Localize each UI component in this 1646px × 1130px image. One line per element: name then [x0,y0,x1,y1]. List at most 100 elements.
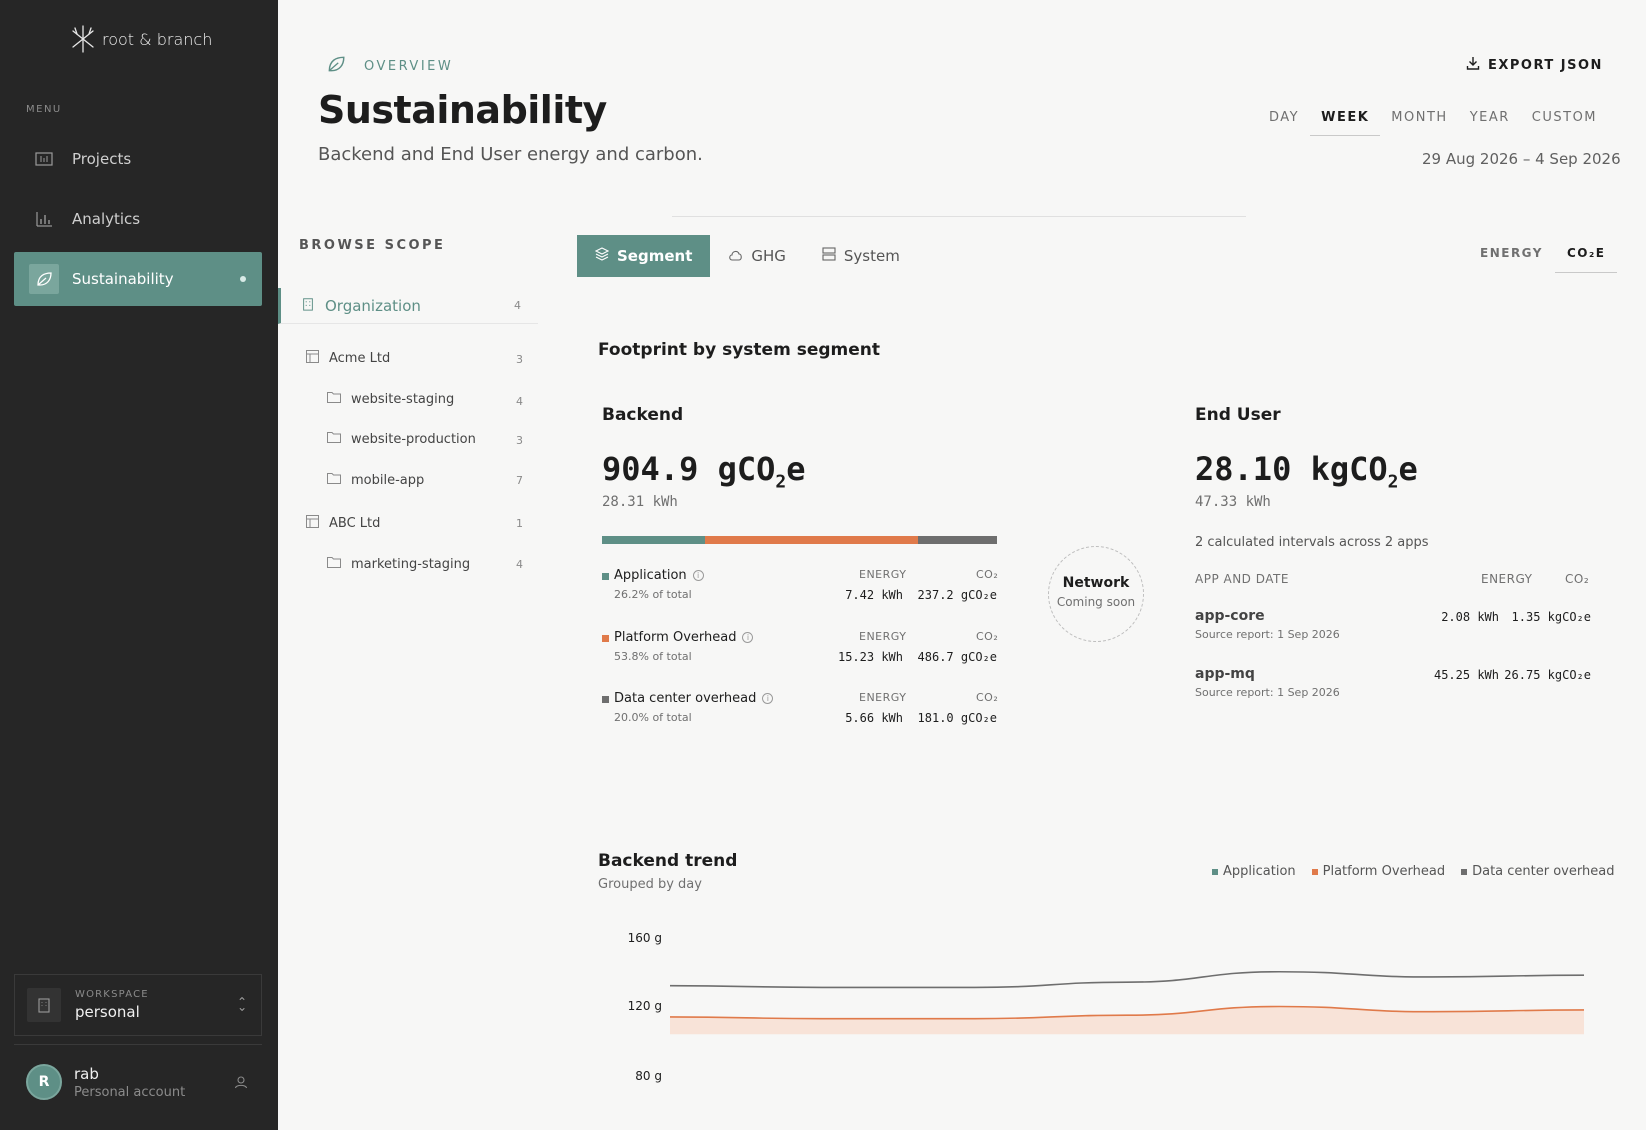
leaf-icon [326,54,346,78]
user-icon[interactable] [234,1074,248,1093]
page-subtitle: Backend and End User energy and carbon. [318,144,703,165]
scope-title: BROWSE SCOPE [299,238,446,253]
projects-icon [34,149,54,169]
component-energy: 15.23 kWh [837,650,903,664]
tab-label: GHG [751,247,786,265]
page-title: Sustainability [318,88,607,132]
sidebar-item-sustainability[interactable]: Sustainability [14,252,262,306]
metric-toggle: ENERGY CO₂E [1468,240,1618,273]
col-co2: CO₂ [1565,572,1590,586]
share-bar-segment [602,536,706,544]
scope-count: 4 [516,395,523,408]
scope-company-acme[interactable]: Acme Ltd [306,350,390,367]
download-icon [1466,56,1480,74]
table-row[interactable]: app-mq Source report: 1 Sep 2026 45.25 k… [1195,666,1591,706]
user-account[interactable]: R rab Personal account [26,1064,185,1100]
end-user-value-number: 28.10 [1195,450,1292,488]
export-json-button[interactable]: EXPORT JSON [1466,56,1603,74]
scope-count: 4 [516,558,523,571]
metric-energy[interactable]: ENERGY [1480,246,1543,260]
network-placeholder: Network Coming soon [1048,546,1144,642]
legend-swatch [1461,868,1468,875]
tab-day[interactable]: DAY [1269,110,1300,125]
table-row[interactable]: app-core Source report: 1 Sep 2026 2.08 … [1195,608,1591,648]
share-bar-segment [705,536,918,544]
scope-count: 3 [516,353,523,366]
building-icon [301,297,315,315]
component-co2: 237.2 gCO₂e [917,588,997,602]
y-tick-label: 160 g [627,931,662,945]
tab-segment[interactable]: Segment [577,235,711,277]
info-icon[interactable]: i [742,632,754,643]
sidebar-item-analytics[interactable]: Analytics [14,192,262,246]
folder-icon [327,391,341,407]
tab-month[interactable]: MONTH [1391,110,1448,125]
app-co2: 1.35 kgCO₂e [1511,610,1591,624]
legend-swatch [1212,868,1218,875]
tab-system[interactable]: System [804,235,918,277]
backend-value-number: 904.9 [602,450,699,488]
series-area-platform-overhead [670,1006,1584,1035]
metric-co2e[interactable]: CO₂E [1554,240,1618,273]
user-subtitle: Personal account [74,1084,186,1100]
component-name-text: Platform Overhead [614,630,737,645]
legend-label: Application [1223,864,1296,879]
legend-label: Data center overhead [1472,864,1615,879]
scope-label: ABC Ltd [329,516,381,531]
backend-co2-value: 904.9 gCO2e [602,450,806,492]
scope-company-abc[interactable]: ABC Ltd [306,515,380,532]
series-line-platform-overhead [670,1005,1584,1020]
info-icon[interactable]: i [692,570,704,581]
export-label: EXPORT JSON [1488,57,1603,73]
scope-label: Organization [325,296,421,315]
app-name: app-mq [1195,666,1255,682]
legend-item: Application [1212,864,1296,879]
tab-week[interactable]: WEEK [1310,108,1381,136]
sidebar-item-label: Analytics [72,210,141,228]
eyebrow-label: OVERVIEW [364,58,454,74]
scope-project-website-production[interactable]: website-production [327,431,476,447]
info-icon[interactable]: i [762,693,774,704]
segment-share-bar [602,536,997,544]
scope-count: 7 [516,474,523,487]
avatar: R [26,1064,62,1100]
trend-legend: Application Platform Overhead Data cente… [1212,864,1614,879]
component-energy: 7.42 kWh [845,588,903,602]
legend-label: Platform Overhead [1322,864,1446,879]
energy-header: ENERGY [859,568,907,581]
network-title: Network [1062,575,1130,591]
sidebar-item-label: Projects [72,150,132,168]
end-user-unit-prefix: kgCO [1310,450,1388,488]
scope-label: Acme Ltd [329,351,391,366]
sidebar: root & branch MENU Projects Analytics Su… [0,0,278,1130]
tab-year[interactable]: YEAR [1469,110,1510,125]
app-energy: 2.08 kWh [1441,610,1499,624]
component-name: Application i [614,568,704,583]
tab-custom[interactable]: CUSTOM [1531,110,1598,125]
scope-organization[interactable]: Organization [278,288,538,324]
backend-unit-prefix: gCO [717,450,776,488]
date-range-label: 29 Aug 2026 – 4 Sep 2026 [1422,150,1621,168]
brand[interactable]: root & branch [70,24,212,54]
end-user-unit-suffix: e [1398,450,1418,488]
trend-subtitle: Grouped by day [598,877,702,892]
tab-ghg[interactable]: GHG [710,235,804,277]
scope-label: mobile-app [351,472,425,488]
legend-swatch [1311,868,1318,875]
workspace-label: WORKSPACE [75,989,149,1000]
table-icon [306,515,319,532]
workspace-selector[interactable]: WORKSPACE personal ⌃ ⌃ [14,974,262,1036]
layers-icon [594,247,610,265]
scope-project-mobile-app[interactable]: mobile-app [327,472,424,488]
header-divider [672,216,1246,217]
backend-unit-suffix: e [786,450,806,488]
scope-project-marketing-staging[interactable]: marketing-staging [327,556,470,572]
brand-logo-icon [72,25,94,53]
sidebar-item-projects[interactable]: Projects [14,132,262,186]
scope-project-website-staging[interactable]: website-staging [327,391,454,407]
app-source: Source report: 1 Sep 2026 [1195,628,1340,641]
workspace-value: personal [75,1003,140,1021]
date-range-tabs: DAY WEEK MONTH YEAR CUSTOM [1258,108,1608,136]
component-energy: 5.66 kWh [845,711,903,725]
legend-swatch [602,573,609,580]
